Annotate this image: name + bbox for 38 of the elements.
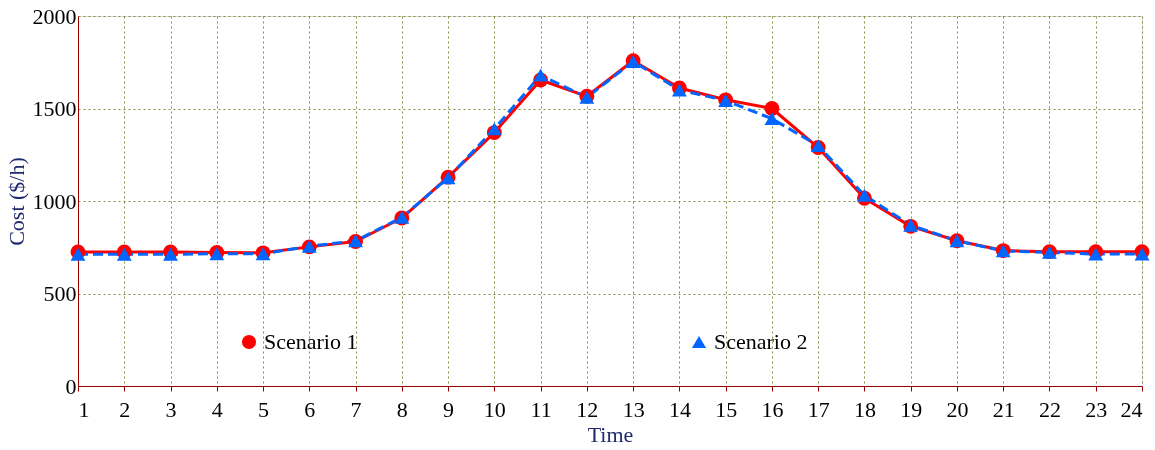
point: [764, 112, 780, 126]
x-tick-label: 7: [350, 396, 362, 422]
x-tick-label: 18: [853, 396, 876, 422]
point: [533, 68, 549, 82]
x-tick-label: 8: [396, 396, 408, 422]
point: [486, 122, 502, 136]
x-tick-label: 9: [443, 396, 455, 422]
y-tick-label: 1500: [32, 96, 77, 121]
x-tick-label: 6: [304, 396, 316, 422]
x-tick-label: 2: [119, 396, 131, 422]
x-tick-label: 21: [992, 396, 1015, 422]
x-tick-label: 5: [258, 396, 270, 422]
x-tick-label: 10: [483, 396, 506, 422]
x-tick-label: 14: [668, 396, 691, 422]
x-tick-label: 16: [761, 396, 784, 422]
x-tick-label: 20: [946, 396, 969, 422]
point: [764, 101, 780, 116]
x-tick-label: 1: [78, 396, 90, 422]
x-tick-label: 22: [1038, 396, 1061, 422]
x-tick-label: 3: [165, 396, 177, 422]
y-tick-label: 2000: [32, 3, 77, 29]
x-tick-label: 19: [900, 396, 923, 422]
y-tick-label: 1000: [32, 188, 77, 214]
legend-label: Scenario 2: [714, 329, 808, 354]
x-tick-label: 23: [1085, 396, 1108, 422]
legend-label: Scenario 1: [264, 329, 358, 354]
x-tick-label: 24: [1120, 396, 1143, 422]
point: [857, 188, 872, 202]
x-tick-label: 11: [530, 396, 552, 422]
y-tick-label: 0: [65, 373, 77, 399]
x-tick-label: 4: [211, 396, 223, 422]
x-tick-label: 13: [622, 396, 645, 422]
y-axis-title: Cost ($/h): [3, 157, 29, 246]
x-axis-title: Time: [587, 421, 634, 447]
x-tick-label: 12: [576, 396, 599, 422]
y-tick-label: 500: [43, 281, 77, 306]
x-tick-label: 15: [715, 396, 738, 422]
x-tick-label: 17: [807, 396, 830, 422]
